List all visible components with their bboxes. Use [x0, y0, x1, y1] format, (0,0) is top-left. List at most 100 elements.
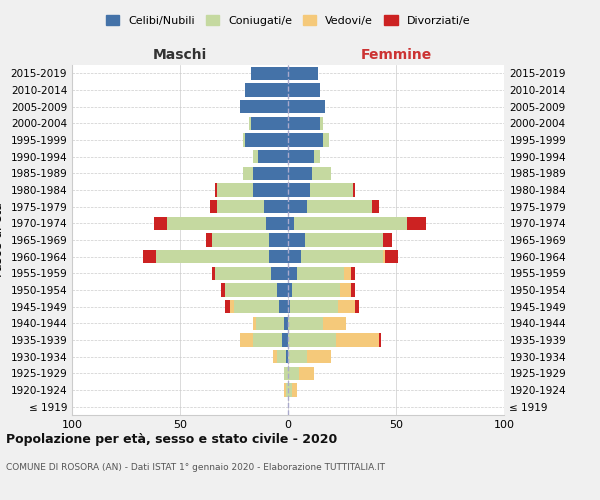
Bar	[288, 300, 290, 314]
Bar	[241, 334, 253, 346]
Bar	[212, 266, 215, 280]
Bar	[280, 300, 288, 314]
Bar	[323, 134, 329, 146]
Bar	[256, 316, 284, 330]
Bar	[288, 266, 296, 280]
Bar	[253, 166, 288, 180]
Bar	[269, 250, 288, 264]
Text: Maschi: Maschi	[153, 48, 207, 62]
Bar	[206, 234, 212, 246]
Bar	[288, 234, 305, 246]
Bar	[288, 66, 318, 80]
Bar	[277, 284, 288, 296]
Bar	[295, 216, 407, 230]
Bar	[353, 184, 355, 196]
Bar	[344, 266, 350, 280]
Bar	[307, 350, 331, 364]
Bar	[288, 200, 307, 213]
Bar	[284, 366, 288, 380]
Text: Popolazione per età, sesso e stato civile - 2020: Popolazione per età, sesso e stato civil…	[6, 432, 337, 446]
Bar	[154, 216, 167, 230]
Bar	[288, 166, 312, 180]
Bar	[288, 250, 301, 264]
Bar	[288, 134, 323, 146]
Y-axis label: Fasce di età: Fasce di età	[0, 202, 5, 278]
Bar	[253, 334, 281, 346]
Bar	[273, 350, 277, 364]
Bar	[288, 184, 310, 196]
Bar	[385, 250, 398, 264]
Bar	[340, 284, 350, 296]
Bar	[281, 334, 288, 346]
Bar	[277, 350, 286, 364]
Bar	[286, 384, 288, 396]
Bar	[253, 184, 288, 196]
Bar	[210, 200, 217, 213]
Bar	[212, 234, 269, 246]
Bar	[310, 184, 353, 196]
Bar	[288, 366, 299, 380]
Bar	[271, 266, 288, 280]
Bar	[156, 250, 269, 264]
Bar	[242, 166, 253, 180]
Bar	[284, 384, 286, 396]
Bar	[350, 266, 355, 280]
Bar	[288, 150, 314, 164]
Bar	[264, 200, 288, 213]
Bar	[288, 316, 323, 330]
Bar	[288, 284, 292, 296]
Bar	[251, 66, 288, 80]
Bar	[288, 100, 325, 114]
Bar	[288, 334, 335, 346]
Bar	[251, 116, 288, 130]
Bar	[299, 366, 314, 380]
Bar	[383, 250, 385, 264]
Bar	[217, 200, 264, 213]
Bar	[258, 150, 288, 164]
Bar	[221, 284, 226, 296]
Bar	[307, 200, 372, 213]
Bar	[269, 234, 288, 246]
Bar	[335, 334, 379, 346]
Bar	[226, 300, 230, 314]
Text: Femmine: Femmine	[361, 48, 431, 62]
Bar	[314, 150, 320, 164]
Bar	[296, 266, 344, 280]
Bar	[372, 200, 379, 213]
Bar	[301, 250, 383, 264]
Bar	[242, 134, 245, 146]
Bar	[215, 184, 217, 196]
Bar	[350, 284, 355, 296]
Bar	[288, 350, 307, 364]
Bar	[253, 316, 256, 330]
Bar	[292, 284, 340, 296]
Bar	[305, 234, 383, 246]
Bar	[383, 234, 392, 246]
Bar	[234, 300, 280, 314]
Bar	[407, 216, 426, 230]
Bar	[288, 384, 292, 396]
Bar	[284, 316, 288, 330]
Bar	[143, 250, 156, 264]
Bar	[320, 116, 323, 130]
Bar	[290, 300, 338, 314]
Bar	[249, 116, 251, 130]
Bar	[266, 216, 288, 230]
Bar	[217, 184, 253, 196]
Bar	[323, 316, 346, 330]
Bar	[355, 300, 359, 314]
Bar	[379, 334, 381, 346]
Bar	[288, 216, 295, 230]
Bar	[226, 284, 277, 296]
Bar	[288, 84, 320, 96]
Bar	[288, 116, 320, 130]
Bar	[312, 166, 331, 180]
Bar	[241, 100, 288, 114]
Bar	[286, 350, 288, 364]
Bar	[292, 384, 296, 396]
Bar	[245, 134, 288, 146]
Bar	[245, 84, 288, 96]
Text: COMUNE DI ROSORA (AN) - Dati ISTAT 1° gennaio 2020 - Elaborazione TUTTITALIA.IT: COMUNE DI ROSORA (AN) - Dati ISTAT 1° ge…	[6, 462, 385, 471]
Bar	[253, 150, 258, 164]
Bar	[167, 216, 266, 230]
